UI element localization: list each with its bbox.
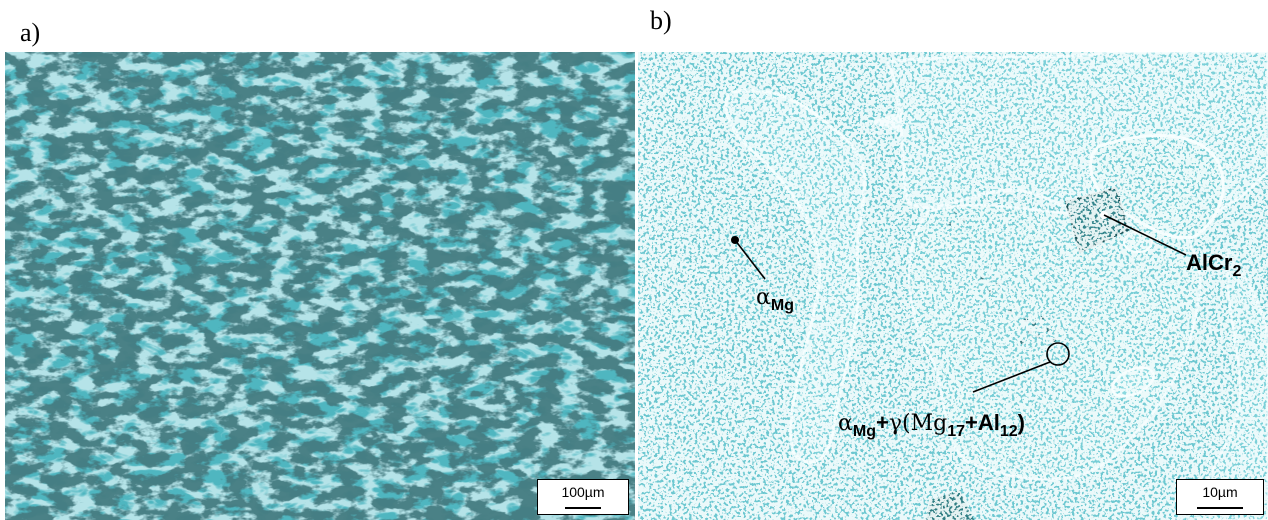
eutectic-mg-subscript: 17 (947, 423, 965, 440)
eutectic-mg: (Mg (901, 411, 948, 436)
panel-b-label: b) (650, 6, 672, 35)
scale-bar-a: 100µm (537, 479, 629, 515)
eutectic-gamma: γ (888, 411, 902, 436)
alcr2-base: AlCr (1186, 250, 1233, 275)
eutectic-alpha-subscript: Mg (852, 423, 876, 440)
micrograph-a-texture (5, 52, 635, 520)
alpha-mg-leader (734, 239, 766, 280)
micrograph-b-texture (638, 52, 1268, 520)
scale-bar-b: 10µm (1176, 479, 1264, 515)
eutectic-al: +Al (964, 410, 1000, 435)
label-alpha-mg: αMg (756, 286, 794, 314)
scale-bar-b-line (1197, 507, 1243, 509)
label-alcr2: AlCr2 (1186, 252, 1241, 280)
eutectic-leader (972, 361, 1051, 393)
label-eutectic: αMg+γ(Mg17+Al12) (838, 412, 1025, 440)
eutectic-al-subscript: 12 (999, 423, 1018, 440)
scale-bar-a-line (565, 507, 601, 509)
panel-a-label: a) (20, 18, 41, 47)
micrograph-a: 100µm (5, 52, 635, 520)
alpha-symbol: α (756, 285, 771, 310)
scale-bar-a-label: 100µm (561, 484, 605, 500)
eutectic-marker (1046, 342, 1070, 366)
alpha-mg-subscript: Mg (770, 297, 794, 314)
micrograph-b: αMg AlCr2 αMg+γ(Mg17+Al12) 10µm (638, 52, 1268, 520)
alcr2-subscript: 2 (1232, 263, 1242, 280)
alcr2-leader (1103, 214, 1187, 256)
scale-bar-b-label: 10µm (1202, 484, 1238, 500)
eutectic-close: ) (1017, 410, 1025, 435)
eutectic-alpha: α (838, 411, 853, 436)
eutectic-plus: + (875, 410, 889, 435)
